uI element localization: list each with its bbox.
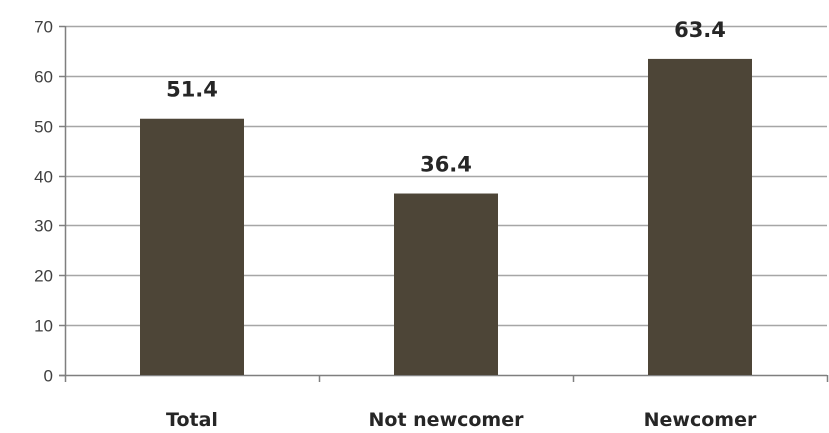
data-label: 63.4 — [674, 18, 726, 42]
y-tick-label: 10 — [34, 317, 53, 336]
axes — [59, 25, 829, 382]
labels: 0 10 20 30 40 50 60 70 51.4 Total 36.4 Not newcomer… — [34, 18, 757, 432]
data-label: 36.4 — [420, 153, 472, 177]
y-tick-label: 40 — [34, 168, 53, 187]
y-tick-label: 30 — [34, 217, 53, 236]
x-category-label: Total — [166, 409, 218, 431]
bar-not-newcomer — [394, 193, 498, 375]
bars — [140, 58, 752, 376]
x-category-label: Not newcomer — [369, 409, 525, 431]
y-tick-label: 70 — [34, 18, 53, 37]
bar-newcomer — [648, 58, 752, 376]
x-category-label: Newcomer — [644, 409, 757, 431]
bar-total — [140, 118, 244, 375]
y-tick-label: 0 — [44, 367, 53, 386]
y-tick-label: 60 — [34, 68, 53, 87]
y-tick-label: 50 — [34, 118, 53, 137]
y-tick-label: 20 — [34, 267, 53, 286]
data-label: 51.4 — [166, 78, 218, 102]
